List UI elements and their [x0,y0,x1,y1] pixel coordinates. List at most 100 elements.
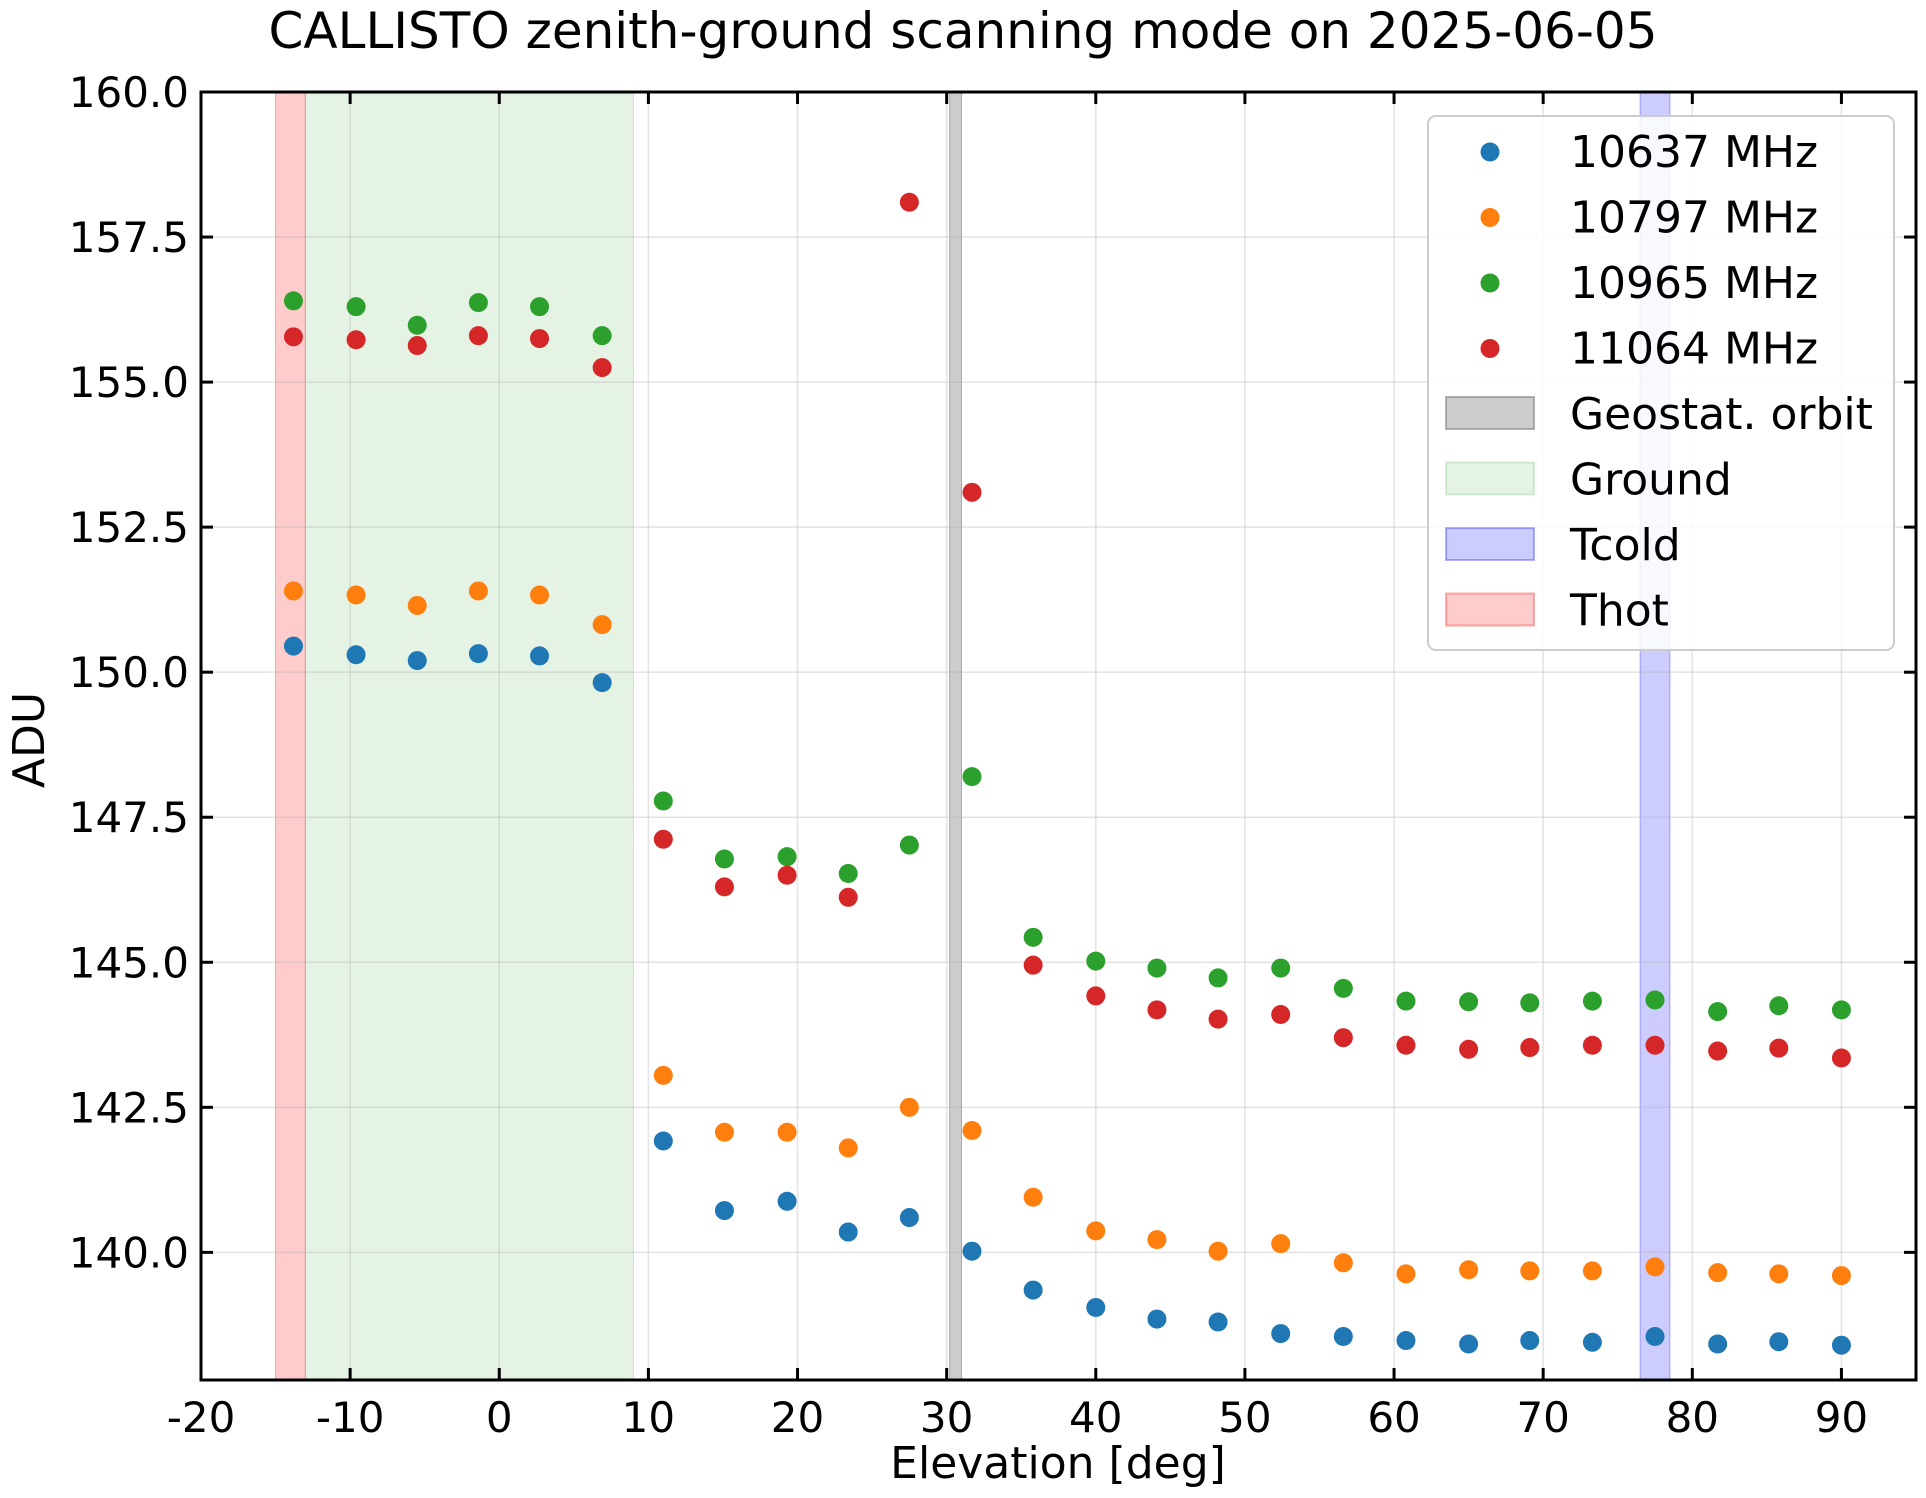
point-s3-5 [592,358,612,378]
point-s0-18 [1396,1331,1416,1351]
y-tick-label-7: 157.5 [69,213,189,262]
axis-ticks: -20 -10 0 10 20 30 40 50 60 70 80 90 140.0 142.5 145.0… [69,68,1916,1442]
point-s2-9 [838,864,858,884]
point-s0-22 [1645,1326,1665,1346]
y-tick-label-4: 150.0 [69,648,189,697]
span-0 [949,91,963,1381]
point-s1-4 [530,585,550,605]
point-s2-21 [1582,991,1602,1011]
point-s3-1 [346,330,366,350]
point-s3-19 [1459,1039,1479,1059]
x-tick-label-3: 10 [622,1393,675,1442]
x-tick-label-2: 0 [486,1393,513,1442]
point-s1-19 [1459,1260,1479,1280]
point-s3-12 [1023,955,1043,975]
point-s1-13 [1086,1221,1106,1241]
point-s1-18 [1396,1264,1416,1284]
legend-marker-2 [1480,273,1500,293]
point-s3-4 [530,329,550,349]
point-s1-20 [1520,1261,1540,1281]
point-s0-19 [1459,1334,1479,1354]
x-tick-label-10: 80 [1666,1393,1719,1442]
point-s3-10 [899,192,919,212]
x-tick-label-0: -20 [167,1393,236,1442]
point-s1-3 [468,581,488,601]
chart-title: CALLISTO zenith-ground scanning mode on … [268,2,1657,60]
y-tick-label-8: 160.0 [69,68,189,117]
point-s3-20 [1520,1038,1540,1058]
point-s2-6 [653,791,673,811]
y-tick-label-3: 147.5 [69,793,189,842]
point-s2-25 [1831,1000,1851,1020]
legend-patch-0 [1445,396,1535,430]
point-s1-12 [1023,1187,1043,1207]
point-s2-3 [468,293,488,313]
point-s1-8 [777,1122,797,1142]
x-axis-label: Elevation [deg] [890,1438,1226,1489]
point-s2-13 [1086,951,1106,971]
point-s0-13 [1086,1297,1106,1317]
point-s3-17 [1333,1028,1353,1048]
point-s0-2 [407,651,427,671]
point-s1-14 [1147,1230,1167,1250]
y-axis-label: ADU [4,692,55,788]
point-s3-2 [407,336,427,356]
point-s0-15 [1208,1312,1228,1332]
point-s1-2 [407,595,427,615]
x-tick-label-7: 50 [1218,1393,1271,1442]
point-s2-18 [1396,991,1416,1011]
point-s2-22 [1645,990,1665,1010]
point-s1-25 [1831,1266,1851,1286]
point-s1-0 [283,581,303,601]
point-s2-2 [407,315,427,335]
point-s0-3 [468,644,488,664]
point-s0-6 [653,1131,673,1151]
span-1 [304,91,634,1381]
point-s1-24 [1769,1264,1789,1284]
point-s3-25 [1831,1048,1851,1068]
point-s2-0 [283,291,303,311]
point-s0-12 [1023,1280,1043,1300]
legend-label-0: 10637 MHz [1570,127,1818,178]
x-tick-label-11: 90 [1815,1393,1868,1442]
point-s2-15 [1208,968,1228,988]
point-s0-17 [1333,1326,1353,1346]
y-tick-label-1: 142.5 [69,1083,189,1132]
point-s0-4 [530,646,550,666]
point-s0-7 [714,1201,734,1221]
point-s3-11 [962,482,982,502]
legend-patch-1 [1445,461,1535,496]
plot-frame [199,90,1918,1382]
point-s3-23 [1708,1041,1728,1061]
point-s0-10 [899,1208,919,1228]
legend-marker-1 [1480,208,1500,227]
point-s2-7 [714,849,734,869]
point-s1-23 [1708,1263,1728,1283]
legend-patch-2 [1445,527,1535,561]
x-tick-label-5: 30 [920,1393,973,1442]
legend-span-label-2: Tcold [1569,520,1681,571]
point-s1-16 [1271,1234,1291,1254]
point-s1-10 [899,1097,919,1117]
legend-label-3: 11064 MHz [1570,324,1818,375]
point-s3-7 [714,877,734,897]
legend-label-1: 10797 MHz [1570,193,1818,244]
point-s0-21 [1582,1332,1602,1352]
x-tick-label-6: 40 [1069,1393,1122,1442]
point-s3-13 [1086,986,1106,1006]
point-s3-8 [777,865,797,885]
point-s1-22 [1645,1257,1665,1277]
point-s1-7 [714,1122,734,1142]
point-s0-20 [1520,1331,1540,1351]
legend-marker-0 [1480,142,1500,162]
y-tick-label-0: 140.0 [69,1228,189,1277]
point-s3-15 [1208,1009,1228,1029]
point-s2-5 [592,326,612,346]
point-s3-3 [468,326,488,346]
point-s3-24 [1769,1038,1789,1058]
y-tick-label-2: 145.0 [69,938,189,987]
point-s2-8 [777,847,797,867]
x-tick-label-4: 20 [771,1393,824,1442]
point-s1-6 [653,1065,673,1085]
